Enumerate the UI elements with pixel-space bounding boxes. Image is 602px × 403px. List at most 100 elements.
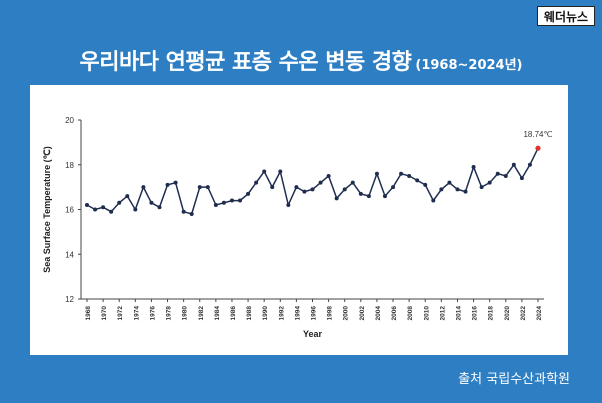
y-tick-label: 20 xyxy=(65,116,74,125)
data-point xyxy=(463,189,468,194)
data-point xyxy=(173,180,178,185)
x-tick-label: 1980 xyxy=(182,306,189,321)
data-point xyxy=(270,185,275,190)
data-point xyxy=(350,180,355,185)
x-tick-label: 1996 xyxy=(311,306,318,321)
y-tick-label: 18 xyxy=(65,161,74,170)
data-point xyxy=(181,209,186,214)
x-tick-label: 1988 xyxy=(246,306,253,321)
y-tick-label: 14 xyxy=(65,250,74,259)
data-point xyxy=(302,189,307,194)
data-point xyxy=(455,187,460,192)
x-tick-label: 2010 xyxy=(423,306,430,321)
brand-logo: 웨더뉴스 xyxy=(537,6,595,26)
x-tick-label: 1982 xyxy=(198,306,205,321)
data-point xyxy=(511,162,516,167)
data-point xyxy=(326,173,331,178)
data-point xyxy=(149,200,154,205)
x-tick-label: 2006 xyxy=(391,306,398,321)
x-tick-label: 1970 xyxy=(101,306,108,321)
data-point xyxy=(165,182,170,187)
x-tick-label: 2016 xyxy=(472,306,479,321)
data-point xyxy=(229,198,234,203)
data-point xyxy=(342,187,347,192)
x-tick-label: 2024 xyxy=(536,306,543,321)
x-tick-label: 1974 xyxy=(133,306,140,321)
source-credit: 출처 국립수산과학원 xyxy=(458,372,570,387)
y-tick-label: 16 xyxy=(65,206,74,215)
sst-line-chart: 12 14 16 18 20 1968 1970 1972 1974 1976 1978 1980 19… xyxy=(42,116,553,339)
page-title: 우리바다 연평균 표층 수온 변동 경향 (1968~2024년) xyxy=(0,44,602,76)
x-tick-label: 2012 xyxy=(439,306,446,321)
x-tick-label: 2000 xyxy=(343,306,350,321)
x-tick-label: 2014 xyxy=(455,306,462,321)
data-point xyxy=(374,171,379,176)
x-tick-label: 1998 xyxy=(327,306,334,321)
x-tick-label: 1968 xyxy=(85,306,92,321)
data-point xyxy=(487,180,492,185)
data-point xyxy=(278,169,283,174)
x-tick-label: 2020 xyxy=(504,306,511,321)
data-point xyxy=(262,169,267,174)
data-point xyxy=(471,164,476,169)
data-point xyxy=(205,185,210,190)
title-text: 우리바다 연평균 표층 수온 변동 경향 xyxy=(79,50,412,75)
data-point xyxy=(310,187,315,192)
data-point xyxy=(503,173,508,178)
data-point xyxy=(447,180,452,185)
data-point xyxy=(318,180,323,185)
title-range: (1968~2024년) xyxy=(415,58,523,73)
x-tick-label: 1972 xyxy=(117,306,124,321)
data-point xyxy=(85,203,89,208)
data-point xyxy=(399,171,404,176)
data-point xyxy=(141,185,146,190)
annotation-label: 18.74℃ xyxy=(523,130,552,139)
x-tick-label: 1994 xyxy=(294,306,301,321)
x-tick-label: 2004 xyxy=(375,306,382,321)
data-point xyxy=(125,194,130,199)
data-point xyxy=(439,187,444,192)
data-point xyxy=(189,211,194,216)
data-point xyxy=(254,180,259,185)
data-point xyxy=(101,205,106,210)
highlight-point xyxy=(535,145,541,151)
y-tick-label: 12 xyxy=(65,295,74,304)
data-point xyxy=(197,185,202,190)
data-point xyxy=(415,178,420,183)
x-tick-label: 2002 xyxy=(359,306,366,321)
y-axis-title: Sea Surface Temperature (℃) xyxy=(42,146,52,272)
data-point xyxy=(527,162,532,167)
data-point xyxy=(334,196,339,201)
data-point xyxy=(382,194,387,199)
data-point xyxy=(238,198,243,203)
data-point xyxy=(221,200,226,205)
data-point xyxy=(157,205,162,210)
data-point xyxy=(407,173,412,178)
x-tick-label: 1984 xyxy=(214,306,221,321)
data-point xyxy=(294,185,299,190)
data-point xyxy=(117,200,122,205)
x-tick-label: 1990 xyxy=(262,306,269,321)
data-point xyxy=(286,203,291,208)
x-tick-label: 1986 xyxy=(230,306,237,321)
data-point xyxy=(519,176,524,181)
data-point xyxy=(431,198,436,203)
data-point xyxy=(423,182,428,187)
series-line xyxy=(86,147,539,215)
data-point xyxy=(358,191,363,196)
x-tick-label: 2022 xyxy=(520,306,527,321)
x-tick-label: 2018 xyxy=(488,306,495,321)
data-point xyxy=(133,207,138,212)
data-point xyxy=(479,185,484,190)
data-point xyxy=(391,185,396,190)
x-tick-label: 1976 xyxy=(149,306,156,321)
x-tick-label: 1992 xyxy=(278,306,285,321)
x-axis-title: Year xyxy=(303,329,323,339)
x-tick-label: 2008 xyxy=(407,306,414,321)
data-point xyxy=(213,203,218,208)
data-point xyxy=(366,194,371,199)
chart-panel: 12 14 16 18 20 1968 1970 1972 1974 1976 1978 1980 19… xyxy=(30,85,568,355)
data-point xyxy=(109,209,114,214)
data-point xyxy=(246,191,251,196)
data-point xyxy=(93,207,98,212)
